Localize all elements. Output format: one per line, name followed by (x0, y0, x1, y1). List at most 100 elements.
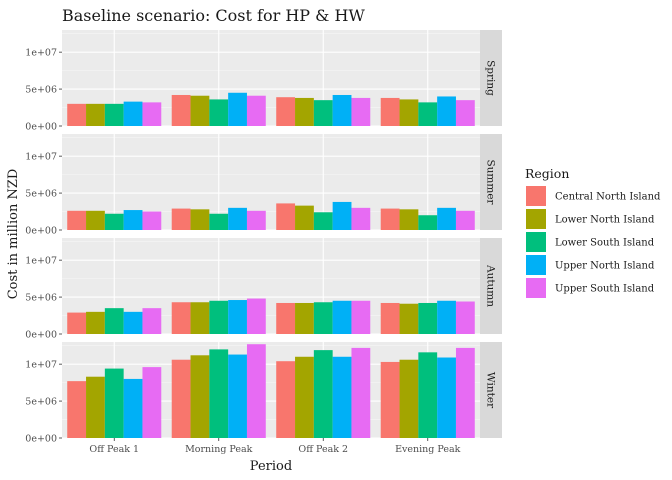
facet-strip (480, 134, 502, 230)
bar-winter-off-peak-2-upper-north-island (332, 356, 352, 438)
bar-spring-morning-peak-central-north-island (171, 94, 191, 126)
bar-winter-evening-peak-lower-north-island (399, 359, 419, 438)
bar-summer-off-peak-1-upper-south-island (142, 211, 162, 230)
bar-summer-off-peak-1-central-north-island (67, 210, 87, 230)
bar-winter-evening-peak-lower-south-island (418, 352, 438, 438)
bar-autumn-off-peak-2-upper-north-island (332, 300, 352, 334)
legend-label: Central North Island (555, 192, 661, 203)
bar-spring-off-peak-2-central-north-island (276, 97, 296, 126)
legend-label: Lower South Island (555, 238, 655, 249)
bar-autumn-morning-peak-upper-south-island (246, 298, 266, 334)
bar-spring-off-peak-1-lower-south-island (104, 103, 124, 126)
bar-spring-off-peak-1-central-north-island (67, 103, 87, 126)
bar-summer-off-peak-2-central-north-island (276, 203, 296, 230)
y-tick-label: 5e+06 (25, 396, 57, 407)
bar-winter-off-peak-1-upper-south-island (142, 367, 162, 438)
x-tick-label: Off Peak 2 (298, 444, 348, 455)
bar-winter-evening-peak-upper-north-island (437, 357, 456, 438)
y-tick-label: 1e+07 (25, 359, 57, 370)
bar-summer-morning-peak-upper-south-island (246, 210, 266, 230)
bar-autumn-evening-peak-lower-north-island (399, 303, 419, 334)
bar-spring-morning-peak-lower-north-island (190, 95, 210, 126)
facet-strip (480, 342, 502, 438)
legend-swatch (526, 232, 546, 252)
bar-summer-evening-peak-central-north-island (380, 208, 400, 230)
bar-summer-evening-peak-lower-south-island (418, 215, 438, 230)
bar-autumn-off-peak-2-upper-south-island (351, 300, 371, 334)
legend-swatch (526, 278, 546, 298)
y-tick-label: 1e+07 (25, 47, 57, 58)
bar-winter-morning-peak-central-north-island (171, 359, 191, 438)
bar-winter-morning-peak-upper-north-island (228, 354, 247, 438)
bar-spring-morning-peak-upper-south-island (246, 95, 266, 126)
bar-autumn-off-peak-2-central-north-island (276, 302, 296, 334)
bar-winter-off-peak-1-upper-north-island (123, 378, 143, 438)
chart-title: Baseline scenario: Cost for HP & HW (62, 6, 365, 25)
bar-summer-off-peak-2-lower-south-island (313, 212, 333, 230)
legend-item-upper-south-island: Upper South Island (526, 278, 655, 298)
bar-autumn-evening-peak-lower-south-island (418, 302, 438, 334)
legend-label: Upper North Island (555, 261, 655, 272)
bar-autumn-morning-peak-lower-north-island (190, 302, 210, 334)
y-tick-label: 0e+00 (25, 329, 57, 340)
bar-summer-morning-peak-central-north-island (171, 208, 191, 230)
bar-winter-off-peak-1-lower-north-island (86, 376, 105, 438)
bar-autumn-morning-peak-central-north-island (171, 302, 191, 334)
facet-summer: 0e+00 5e+06 1e+07 Summer (25, 134, 502, 236)
bar-autumn-morning-peak-upper-north-island (228, 300, 247, 334)
legend-item-lower-north-island: Lower North Island (526, 209, 655, 229)
legend-swatch (526, 186, 546, 206)
bar-summer-evening-peak-lower-north-island (399, 209, 419, 230)
legend-item-upper-north-island: Upper North Island (526, 255, 655, 275)
bar-winter-evening-peak-upper-south-island (455, 347, 475, 438)
facet-spring: 0e+00 5e+06 1e+07 Spring (25, 30, 502, 132)
bar-winter-off-peak-1-lower-south-island (104, 368, 124, 438)
facet-autumn: 0e+00 5e+06 1e+07 Autumn (25, 238, 502, 340)
bar-autumn-evening-peak-upper-south-island (455, 301, 475, 334)
bar-spring-off-peak-1-upper-south-island (142, 102, 162, 126)
bar-summer-off-peak-2-upper-south-island (351, 207, 371, 230)
x-tick-label: Morning Peak (185, 444, 253, 455)
y-tick-label: 0e+00 (25, 225, 57, 236)
bar-winter-morning-peak-lower-north-island (190, 355, 210, 438)
legend-label: Lower North Island (555, 215, 655, 226)
y-tick-label: 0e+00 (25, 433, 57, 444)
facet-winter: 0e+00 5e+06 1e+07 Winter (25, 342, 502, 444)
bar-summer-off-peak-2-upper-north-island (332, 201, 352, 230)
legend-item-central-north-island: Central North Island (526, 186, 661, 206)
y-tick-label: 0e+00 (25, 121, 57, 132)
bar-summer-off-peak-1-lower-north-island (86, 210, 105, 230)
bar-autumn-off-peak-1-lower-north-island (86, 311, 105, 334)
bar-spring-evening-peak-central-north-island (380, 97, 400, 126)
bar-summer-morning-peak-lower-north-island (190, 209, 210, 230)
bar-autumn-evening-peak-upper-north-island (437, 300, 456, 334)
bar-spring-off-peak-2-upper-south-island (351, 97, 371, 126)
bar-autumn-off-peak-2-lower-south-island (313, 302, 333, 334)
bar-summer-evening-peak-upper-south-island (455, 210, 475, 230)
y-axis-title: Cost in million NZD (6, 169, 21, 300)
bar-summer-morning-peak-lower-south-island (209, 213, 229, 230)
bar-winter-off-peak-2-central-north-island (276, 361, 296, 438)
bar-spring-off-peak-1-upper-north-island (123, 101, 143, 126)
x-axis-title: Period (250, 459, 292, 474)
legend: Region Central North Island Lower North Is… (525, 166, 661, 298)
bar-winter-off-peak-2-lower-north-island (295, 356, 314, 438)
facet-panels: 0e+00 5e+06 1e+07 Spring 0e+00 5e+06 1e+07 Summ… (25, 30, 502, 444)
y-tick-label: 5e+06 (25, 188, 57, 199)
bar-spring-evening-peak-upper-south-island (455, 100, 475, 126)
bar-winter-off-peak-2-upper-south-island (351, 347, 371, 438)
bar-summer-off-peak-1-upper-north-island (123, 210, 143, 230)
facet-strip-label: Summer (485, 159, 497, 205)
bar-summer-off-peak-1-lower-south-island (104, 213, 124, 230)
bar-summer-morning-peak-upper-north-island (228, 207, 247, 230)
facet-strip-label: Autumn (485, 264, 497, 307)
bar-autumn-off-peak-1-lower-south-island (104, 308, 124, 334)
bar-summer-off-peak-2-lower-north-island (295, 205, 314, 230)
x-tick-label: Off Peak 1 (89, 444, 139, 455)
y-tick-label: 1e+07 (25, 151, 57, 162)
legend-item-lower-south-island: Lower South Island (526, 232, 655, 252)
legend-swatch (526, 209, 546, 229)
bar-spring-off-peak-2-upper-north-island (332, 94, 352, 126)
bar-winter-morning-peak-lower-south-island (209, 349, 229, 438)
